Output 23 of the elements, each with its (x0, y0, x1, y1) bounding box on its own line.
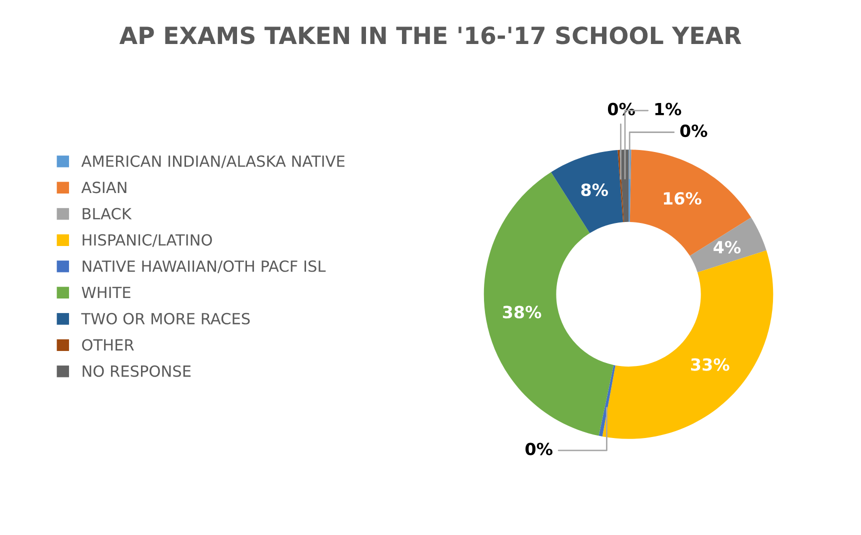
legend-label: OTHER (82, 339, 134, 351)
data-label: 16% (664, 192, 702, 205)
legend-label: NO RESPONSE (82, 365, 191, 377)
data-label: 0% (525, 442, 552, 456)
legend-label: NATIVE HAWAIIAN/OTH PACF ISL (82, 260, 326, 274)
data-label: 1% (655, 102, 682, 116)
donut-slice (630, 150, 752, 256)
data-label: 8% (581, 184, 608, 196)
data-label: 0% (680, 124, 708, 138)
data-label: 33% (691, 358, 730, 371)
donut-slice (690, 218, 766, 272)
donut-slice (551, 150, 624, 234)
donut-slice (484, 172, 614, 436)
data-label: 4% (714, 240, 741, 254)
donut-slice (598, 365, 616, 437)
legend-label: BLACK (82, 208, 132, 220)
legend-label: AMERICAN INDIAN/ALASKA NATIVE (81, 155, 344, 168)
legend-label: HISPANIC/LATINO (82, 234, 212, 247)
legend-label: WHITE (82, 286, 130, 298)
legend-label: TWO OR MORE RACES (81, 312, 250, 324)
data-label: 38% (502, 306, 542, 318)
chart-title: AP EXAMS TAKEN IN THE '16-'17 SCHOOL YEAR (119, 26, 742, 44)
legend-label: ASIAN (81, 182, 126, 194)
